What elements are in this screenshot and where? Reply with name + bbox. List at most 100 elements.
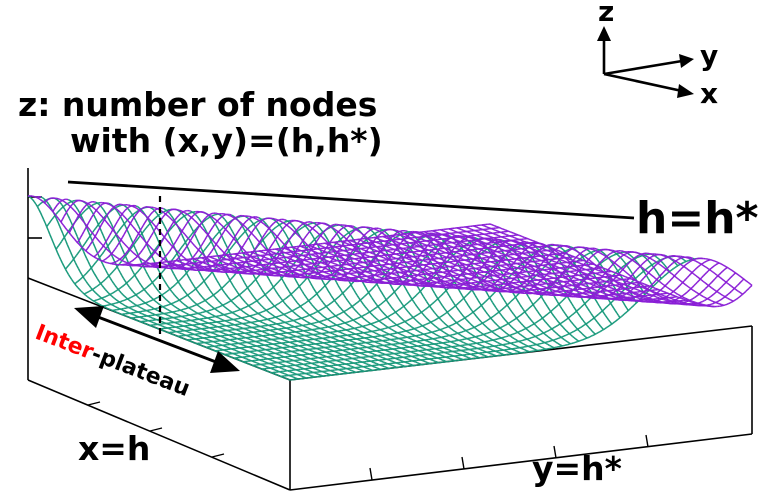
mesh-segment [495,328,498,331]
mesh-segment [214,350,217,353]
mesh-segment [228,220,231,224]
mesh-segment [89,264,92,269]
mesh-segment [83,210,86,213]
mesh-segment [113,267,117,271]
mesh-segment [169,332,172,335]
mesh-segment [558,337,561,340]
mesh-segment [439,315,443,318]
mesh-segment [140,298,143,302]
mesh-segment [354,318,357,321]
mesh-segment [566,333,569,336]
mesh-segment [492,243,495,246]
mesh-segment [566,267,570,271]
mesh-segment [68,201,71,204]
mesh-segment [275,373,278,376]
mesh-segment [173,329,176,332]
mesh-segment [215,342,218,345]
mesh-segment [198,284,201,287]
mesh-segment [136,269,140,273]
mesh-segment [168,303,170,306]
mesh-segment [229,347,232,350]
mesh-segment [210,344,213,347]
mesh-segment [60,229,64,234]
mesh-segment [277,370,280,373]
mesh-segment [370,234,373,237]
mesh-segment [99,303,102,307]
mesh-segment [218,305,221,308]
mesh-segment [309,374,312,377]
mesh-segment [146,224,150,227]
mesh-segment [53,245,57,250]
mesh-segment [600,329,603,332]
frame-back-bottom-edge [27,379,291,491]
mesh-segment [148,315,151,318]
mesh-segment [259,355,262,358]
mesh-segment [32,199,35,203]
mesh-segment [197,343,200,346]
mesh-segment [191,328,194,331]
mesh-segment [563,319,566,322]
mesh-segment [589,335,592,338]
mesh-segment [202,341,205,344]
mesh-segment [388,240,392,243]
mesh-segment [357,300,360,303]
mesh-segment [281,245,284,248]
mesh-segment [422,286,425,289]
mesh-segment [294,377,297,380]
mesh-segment [223,303,226,306]
mesh-segment [71,255,75,260]
mesh-segment [194,228,197,231]
mesh-segment [434,318,437,321]
mesh-segment [269,371,272,374]
mesh-segment [295,307,298,310]
mesh-segment [286,312,289,314]
mesh-segment [191,290,194,293]
mesh-segment [290,371,293,374]
mesh-segment [87,290,90,293]
mesh-segment [645,267,649,270]
mesh-segment [165,326,168,329]
mesh-segment [224,353,227,356]
mesh-segment [136,310,139,313]
mesh-segment [144,322,147,325]
mesh-segment [249,303,252,306]
mesh-segment [603,307,606,311]
mesh-segment [172,321,175,324]
mesh-segment [301,281,304,285]
mesh-segment [245,349,248,352]
mesh-segment [86,204,90,208]
mesh-segment [247,350,250,353]
mesh-segment [261,295,265,298]
mesh-segment [103,287,106,290]
mesh-segment [147,310,150,313]
mesh-segment [389,326,392,328]
y-tick [553,445,557,459]
mesh-segment [562,298,565,301]
mesh-segment [287,366,291,369]
mesh-segment [63,237,67,242]
mesh-segment [107,245,110,251]
mesh-segment [420,260,423,264]
mesh-segment [116,266,120,271]
mesh-segment [301,371,305,374]
mesh-segment [148,319,151,323]
mesh-segment [227,300,231,303]
mesh-segment [190,336,193,339]
mesh-segment [111,256,115,261]
mesh-segment [241,290,244,294]
mesh-segment [278,375,281,378]
mesh-segment [144,227,147,231]
mesh-segment [280,222,283,225]
mesh-segment [253,352,256,355]
mesh-segment [190,233,193,236]
mesh-segment [122,314,126,317]
mesh-segment [419,325,422,328]
mesh-segment [625,311,628,314]
mesh-segment [120,302,123,305]
mesh-segment [236,295,239,298]
mesh-segment [163,330,166,333]
mesh-segment [49,234,53,239]
y-tick [645,434,649,448]
mesh-segment [278,279,281,282]
mesh-segment [112,291,115,294]
